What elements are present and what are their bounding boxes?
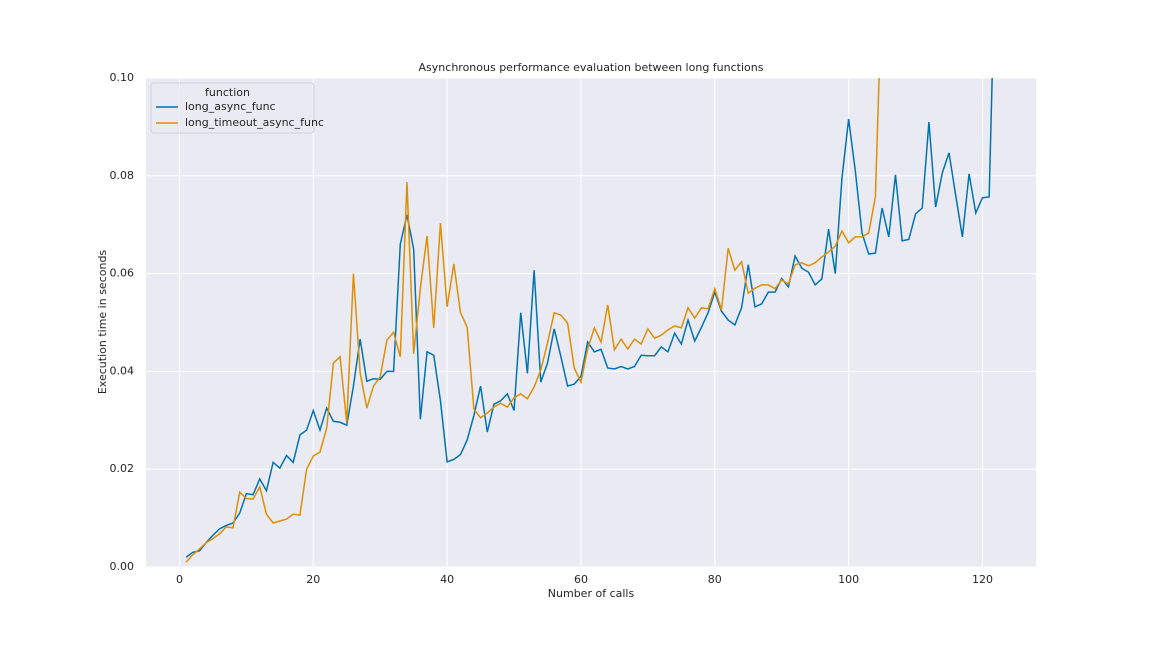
x-tick-label: 60 [574,573,588,586]
x-tick-label: 40 [440,573,454,586]
series-line [185,78,880,563]
x-tick-label: 120 [972,573,993,586]
y-tick-label: 0.08 [110,169,135,182]
x-axis-label: Number of calls [548,587,635,600]
chart-title: Asynchronous performance evaluation betw… [419,61,764,74]
x-tick-label: 100 [838,573,859,586]
y-tick-label: 0.00 [110,560,135,573]
x-tick-label: 20 [306,573,320,586]
series-line [185,78,993,558]
x-tick-label: 80 [708,573,722,586]
grid [146,77,1036,568]
plot-area [146,78,1036,567]
legend-box [150,82,315,134]
legend-label: long_async_func [185,100,276,113]
lines [185,78,993,563]
y-tick-label: 0.04 [110,364,135,377]
legend-title: function [205,86,250,99]
y-axis-label: Execution time in seconds [96,250,109,395]
legend-label: long_timeout_async_func [185,116,324,129]
y-tick-label: 0.02 [110,462,135,475]
labels: 0.00 0.02 0.04 0.06 0.08 0.10 0 20 40 60 80 100 120 [110,71,993,586]
x-tick-label: 0 [176,573,183,586]
y-tick-label: 0.06 [110,267,135,280]
y-tick-label: 0.10 [110,71,135,84]
